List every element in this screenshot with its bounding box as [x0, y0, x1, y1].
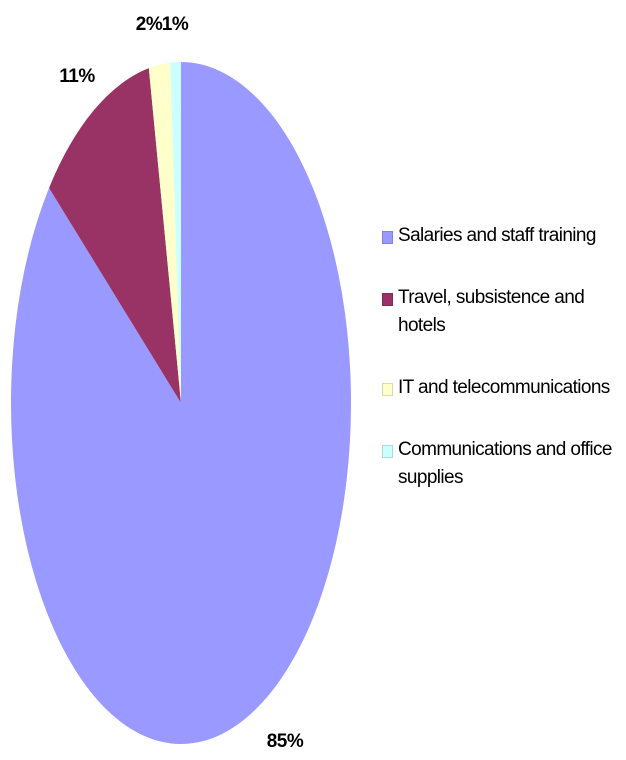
legend-item-salaries: Salaries and staff training	[382, 222, 626, 250]
legend: Salaries and staff training Travel, subs…	[382, 222, 626, 526]
pie-slice-label: 2%	[136, 14, 163, 35]
legend-item-communications: Communications and office supplies	[382, 436, 626, 492]
legend-swatch	[382, 445, 393, 458]
pie-slice	[148, 62, 181, 403]
legend-item-travel: Travel, subsistence and hotels	[382, 284, 626, 340]
legend-label: Salaries and staff training	[398, 225, 596, 246]
legend-swatch	[382, 383, 393, 396]
legend-swatch	[382, 231, 393, 244]
pie-slice-label: 1%	[162, 14, 189, 35]
legend-item-it: IT and telecommunications	[382, 374, 626, 402]
pie-slice-label: 11%	[59, 66, 95, 87]
pie-slices	[11, 62, 352, 745]
legend-label: IT and telecommunications	[398, 377, 610, 398]
pie-slice	[11, 62, 352, 745]
pie-labels: 85% 11% 2% 1%	[59, 14, 304, 752]
pie-slice	[49, 68, 182, 403]
legend-label: Communications and office supplies	[398, 439, 612, 488]
pie-slice	[170, 62, 181, 403]
pie-slice-label: 85%	[267, 731, 304, 752]
legend-swatch	[382, 293, 393, 306]
legend-label: Travel, subsistence and hotels	[398, 287, 585, 336]
